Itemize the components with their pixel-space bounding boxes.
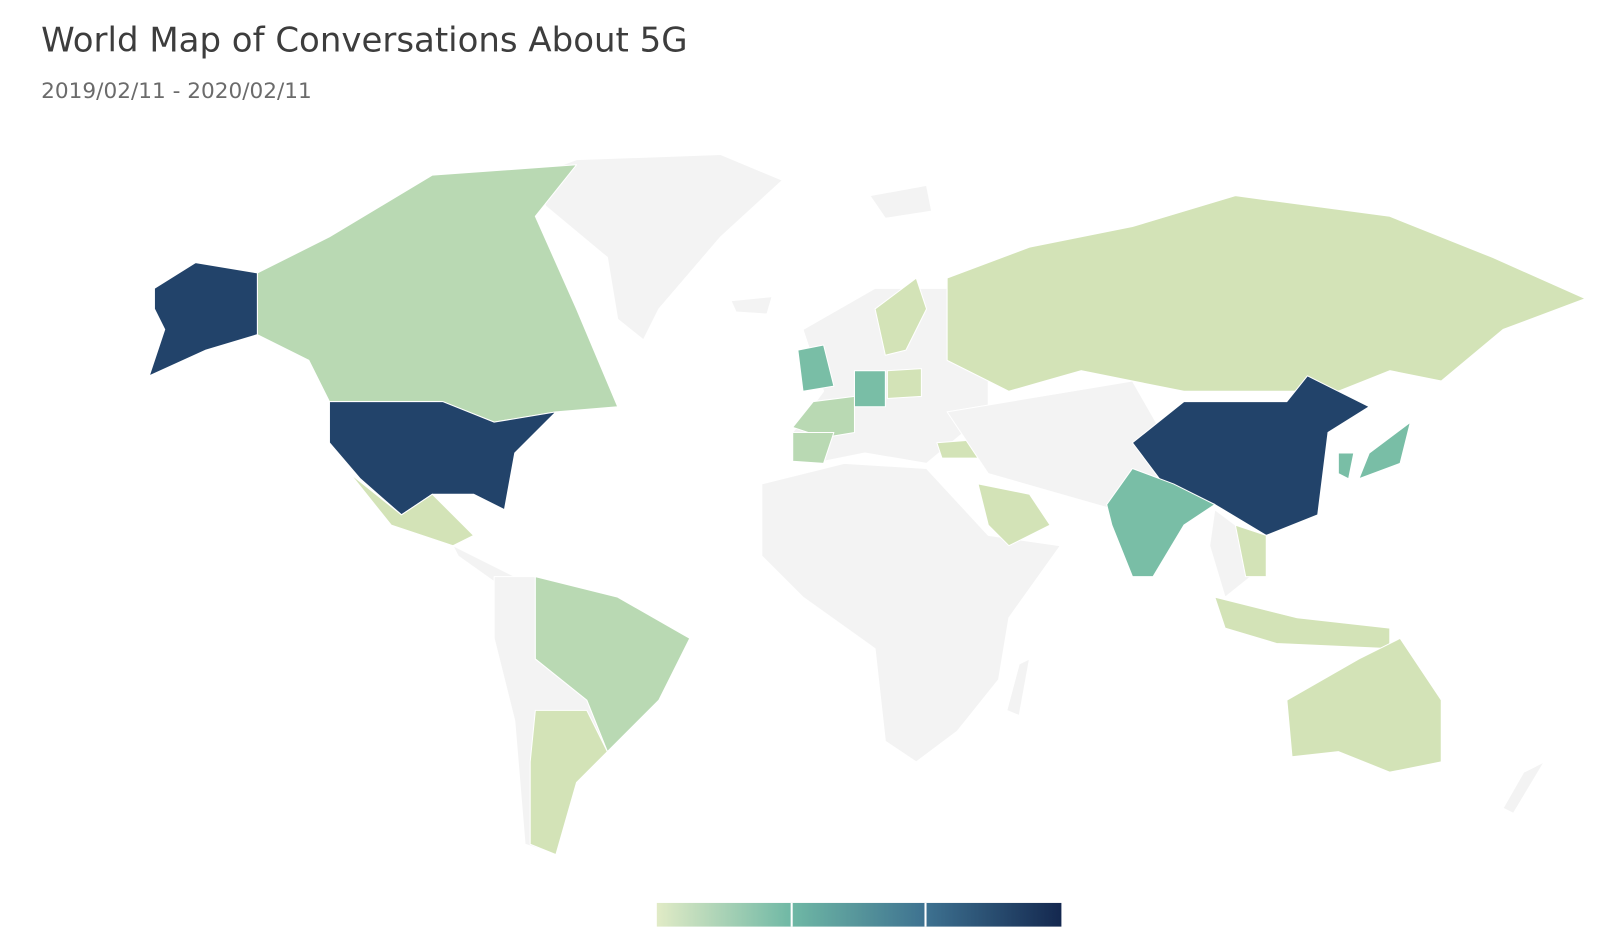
alaska [148,262,258,377]
legend-bar [656,902,1062,927]
madagascar [1006,658,1031,717]
vietnam [1234,524,1267,578]
svalbard [869,184,933,219]
scandinavia [874,277,928,356]
russia [946,195,1586,392]
usa [328,401,557,516]
subtitle: 2019/02/11 - 2020/02/11 [41,79,312,104]
canada [256,164,619,423]
iceland [730,296,773,315]
brazil [534,576,691,753]
korea [1337,452,1355,480]
france [792,395,855,439]
title: World Map of Conversations About 5G [41,21,687,61]
saudi-arabia [977,483,1051,547]
africa [761,462,1061,763]
india [1106,467,1216,578]
new-zealand [1502,761,1545,814]
spain [792,431,835,464]
argentina [529,709,608,856]
germany [853,370,886,408]
australia [1286,637,1442,773]
indochina [1209,509,1252,598]
world-map [148,153,1586,856]
color-legend [656,902,1062,927]
japan [1358,421,1411,480]
poland [886,368,922,399]
uk [797,344,835,392]
greenland [534,153,783,341]
indonesia [1214,596,1391,650]
mexico [349,473,475,547]
